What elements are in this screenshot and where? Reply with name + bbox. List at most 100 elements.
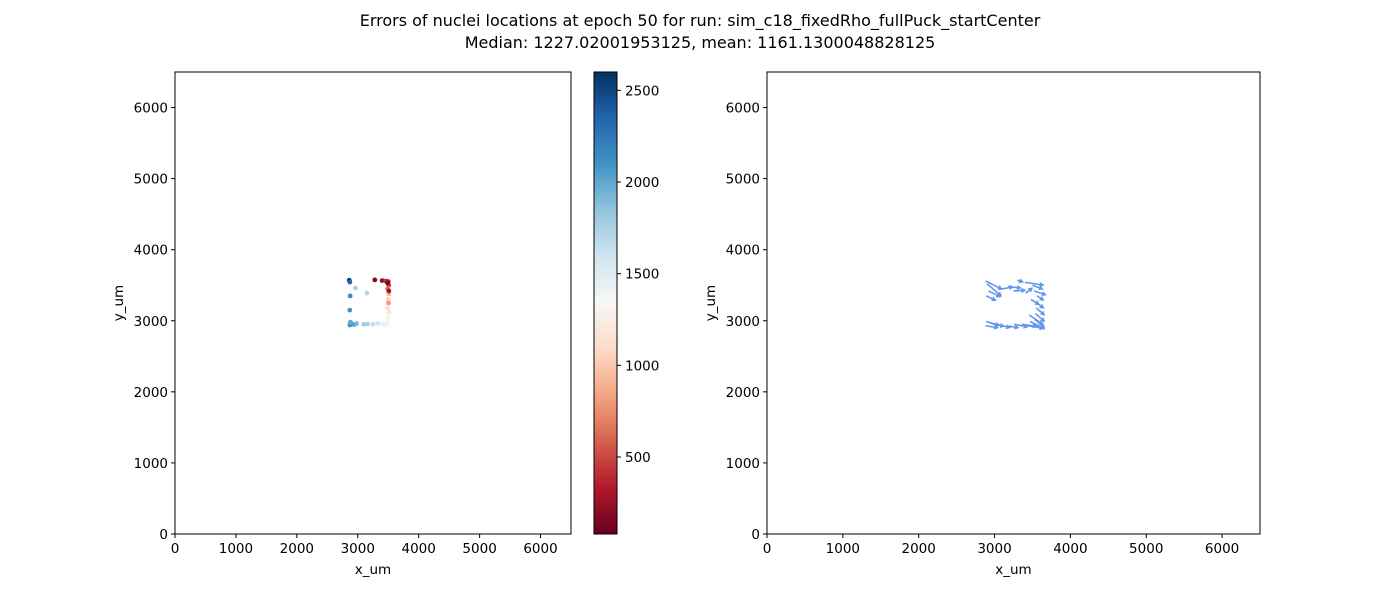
- quiver-arrow-shaft: [1034, 313, 1043, 320]
- quiver-arrow-shaft: [986, 283, 999, 294]
- quiver-arrow: [985, 324, 1000, 330]
- scatter-plot-area: [175, 72, 571, 534]
- quiver-y-tick-label: 2000: [726, 385, 760, 401]
- quiver-arrow-head: [1038, 320, 1044, 326]
- scatter-x-tick-label: 5000: [462, 541, 496, 557]
- scatter-y-tick-label: 1000: [134, 456, 168, 472]
- scatter-point: [372, 277, 378, 283]
- quiver-arrow-shaft: [985, 295, 993, 300]
- quiver-arrow-head: [1038, 295, 1045, 301]
- quiver-arrow: [1008, 284, 1022, 291]
- quiver-y-tick-label: 4000: [726, 243, 760, 259]
- quiver-arrow: [1021, 323, 1038, 329]
- quiver-x-tick-label: 5000: [1129, 541, 1163, 557]
- quiver-arrow-shaft: [998, 286, 1010, 291]
- quiver-arrow-head: [1038, 285, 1044, 291]
- quiver-arrow-head: [1021, 287, 1027, 294]
- scatter-point: [375, 321, 381, 327]
- quiver-y-tick-label: 5000: [726, 172, 760, 188]
- quiver-arrow-shaft: [985, 324, 995, 328]
- scatter-point: [364, 290, 370, 296]
- colorbar-gradient: [594, 72, 617, 534]
- quiver-arrow-shaft: [1025, 289, 1030, 294]
- quiver-arrow: [1028, 314, 1044, 326]
- quiver-arrow-head: [1005, 324, 1012, 330]
- quiver-arrow-head: [1023, 323, 1029, 329]
- quiver-arrow: [1032, 284, 1044, 291]
- quiver-y-tick-label: 1000: [726, 456, 760, 472]
- scatter-x-tick-label: 2000: [280, 541, 314, 557]
- quiver-arrow-head: [1032, 323, 1038, 329]
- quiver-arrow-head: [995, 292, 1002, 298]
- quiver-arrow: [1024, 281, 1045, 288]
- quiver-arrow-shaft: [1017, 279, 1020, 282]
- scatter-point: [385, 280, 391, 286]
- quiver-arrow-shaft: [1033, 290, 1043, 295]
- colorbar-tick-label: 2500: [625, 83, 659, 99]
- scatter-point: [347, 293, 353, 299]
- scatter-y-tick-label: 3000: [134, 314, 168, 330]
- scatter-point: [380, 321, 386, 327]
- quiver-arrow-shaft: [1036, 295, 1041, 299]
- quiver-arrow-head: [1027, 287, 1034, 293]
- quiver-arrow-head: [999, 322, 1006, 328]
- colorbar-frame: [593, 71, 618, 535]
- quiver-arrow: [988, 290, 1002, 298]
- scatter-point: [379, 278, 385, 284]
- quiver-arrow-head: [995, 321, 1001, 327]
- quiver-plot-area: [767, 72, 1260, 534]
- quiver-arrow: [1029, 320, 1046, 330]
- quiver-y-axis-label: y_um: [703, 285, 719, 321]
- quiver-y-tick-label: 0: [751, 527, 760, 543]
- quiver-arrow-head: [1018, 278, 1025, 284]
- scatter-y-tick-label: 0: [159, 527, 168, 543]
- quiver-arrow-shaft: [1035, 307, 1043, 314]
- colorbar-tick-label: 1000: [625, 358, 659, 374]
- quiver-arrow-head: [1034, 300, 1041, 306]
- scatter-y-tick-label: 5000: [134, 172, 168, 188]
- scatter-point: [361, 321, 367, 327]
- scatter-point: [352, 285, 358, 291]
- quiver-arrow-head: [1039, 303, 1045, 309]
- scatter-y-tick-label: 6000: [134, 101, 168, 117]
- scatter-point: [348, 319, 353, 325]
- quiver-arrow-shaft: [1008, 285, 1017, 289]
- quiver-frame: [766, 71, 1261, 535]
- quiver-x-tick-label: 1000: [826, 541, 860, 557]
- quiver-arrow-shaft: [1029, 320, 1042, 328]
- scatter-point: [365, 321, 370, 327]
- scatter-x-tick-label: 0: [171, 541, 180, 557]
- scatter-y-axis-label: y_um: [111, 285, 127, 321]
- scatter-point: [347, 279, 353, 285]
- quiver-arrow: [1014, 323, 1029, 329]
- quiver-arrow-shaft: [985, 320, 997, 326]
- quiver-arrow-shaft: [1028, 314, 1041, 323]
- quiver-arrow-head: [1039, 281, 1045, 288]
- quiver-arrow: [1036, 295, 1045, 301]
- quiver-x-tick-label: 3000: [977, 541, 1011, 557]
- quiver-arrow-shaft: [988, 290, 998, 296]
- quiver-arrow-shaft: [1014, 323, 1024, 327]
- quiver-arrow: [1013, 287, 1027, 294]
- colorbar: 500 1000 1500 2000 2500: [593, 71, 659, 535]
- quiver-arrow: [1030, 298, 1041, 306]
- scatter-frame: [174, 71, 572, 535]
- scatter-y-tick-label: 4000: [134, 243, 168, 259]
- quiver-arrow-shaft: [1032, 284, 1040, 289]
- quiver-x-tick-label: 4000: [1053, 541, 1087, 557]
- scatter-point: [386, 288, 392, 294]
- quiver-arrow-head: [993, 324, 1000, 330]
- quiver-arrow-head: [1016, 284, 1022, 291]
- scatter-x-axis-label: x_um: [355, 562, 391, 578]
- figure-subtitle: Median: 1227.02001953125, mean: 1161.130…: [465, 33, 936, 52]
- scatter-point: [347, 307, 353, 313]
- colorbar-tick-label: 500: [625, 450, 651, 466]
- quiver-x-tick-label: 6000: [1205, 541, 1239, 557]
- scatter-x-tick-label: 3000: [341, 541, 375, 557]
- scatter-point: [386, 300, 391, 306]
- scatter-x-tick-label: 4000: [402, 541, 436, 557]
- quiver-arrow-shaft: [985, 280, 999, 289]
- quiver-arrow: [1017, 278, 1025, 284]
- scatter-y-tick-label: 2000: [134, 385, 168, 401]
